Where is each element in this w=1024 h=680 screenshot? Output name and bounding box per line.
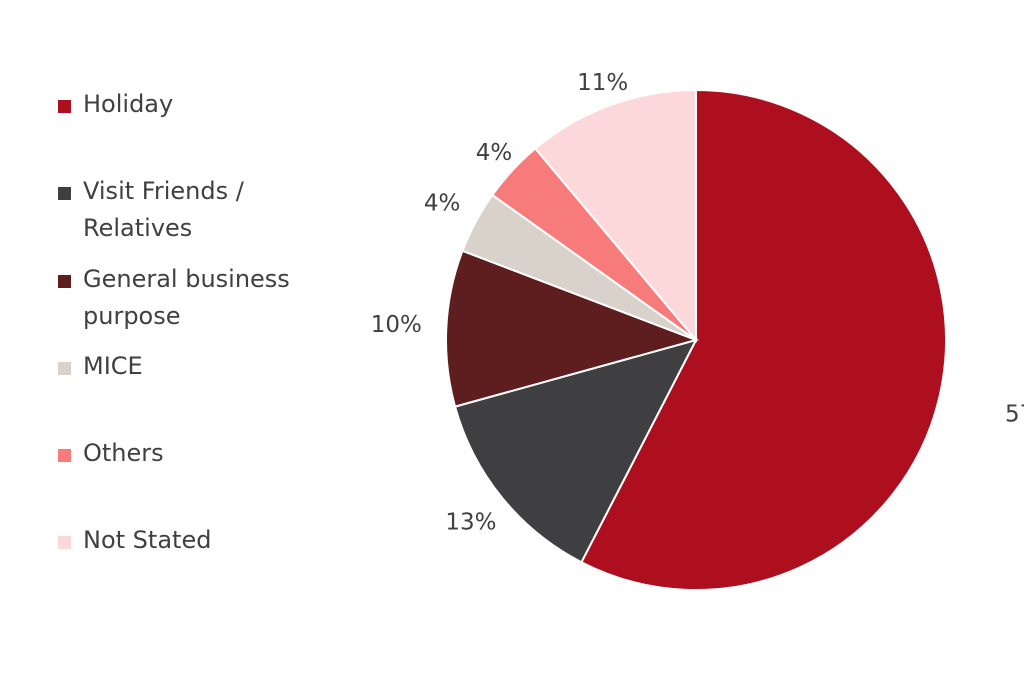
data-label-mice: 4% xyxy=(424,190,461,216)
data-label-holiday: 57% xyxy=(1005,401,1024,427)
pie-slice-holiday xyxy=(580,88,947,591)
legend-swatch xyxy=(58,100,71,113)
legend-label: Others xyxy=(83,439,164,467)
pie-slice-general-business-purpose xyxy=(445,249,700,408)
legend-swatch xyxy=(58,275,71,288)
legend-label: Not Stated xyxy=(83,526,212,554)
data-label-visit-friends-relatives: 13% xyxy=(445,509,496,535)
legend-swatch xyxy=(58,449,71,462)
data-label-general-business-purpose: 10% xyxy=(371,312,422,338)
pie-slice-not-stated xyxy=(533,88,697,343)
legend-label: General business purpose xyxy=(83,265,290,330)
data-label-others: 4% xyxy=(476,140,513,166)
legend-label: MICE xyxy=(83,352,143,380)
data-label-not-stated: 11% xyxy=(577,70,628,96)
legend-item-general-business-purpose: General business purpose xyxy=(58,265,303,335)
legend-item-others: Others xyxy=(58,439,303,472)
legend-swatch xyxy=(58,362,71,375)
pie-slice-visit-friends-relatives xyxy=(453,338,698,564)
legend-swatch xyxy=(58,187,71,200)
legend-item-mice: MICE xyxy=(58,352,303,385)
legend-item-visit-friends-relatives: Visit Friends / Relatives xyxy=(58,177,303,247)
legend-item-not-stated: Not Stated xyxy=(58,526,303,559)
legend-item-holiday: Holiday xyxy=(58,90,303,123)
legend: Holiday Visit Friends / Relatives General … xyxy=(58,0,358,680)
legend-swatch xyxy=(58,536,71,549)
legend-label: Holiday xyxy=(83,90,174,118)
legend-label: Visit Friends / Relatives xyxy=(83,177,244,242)
